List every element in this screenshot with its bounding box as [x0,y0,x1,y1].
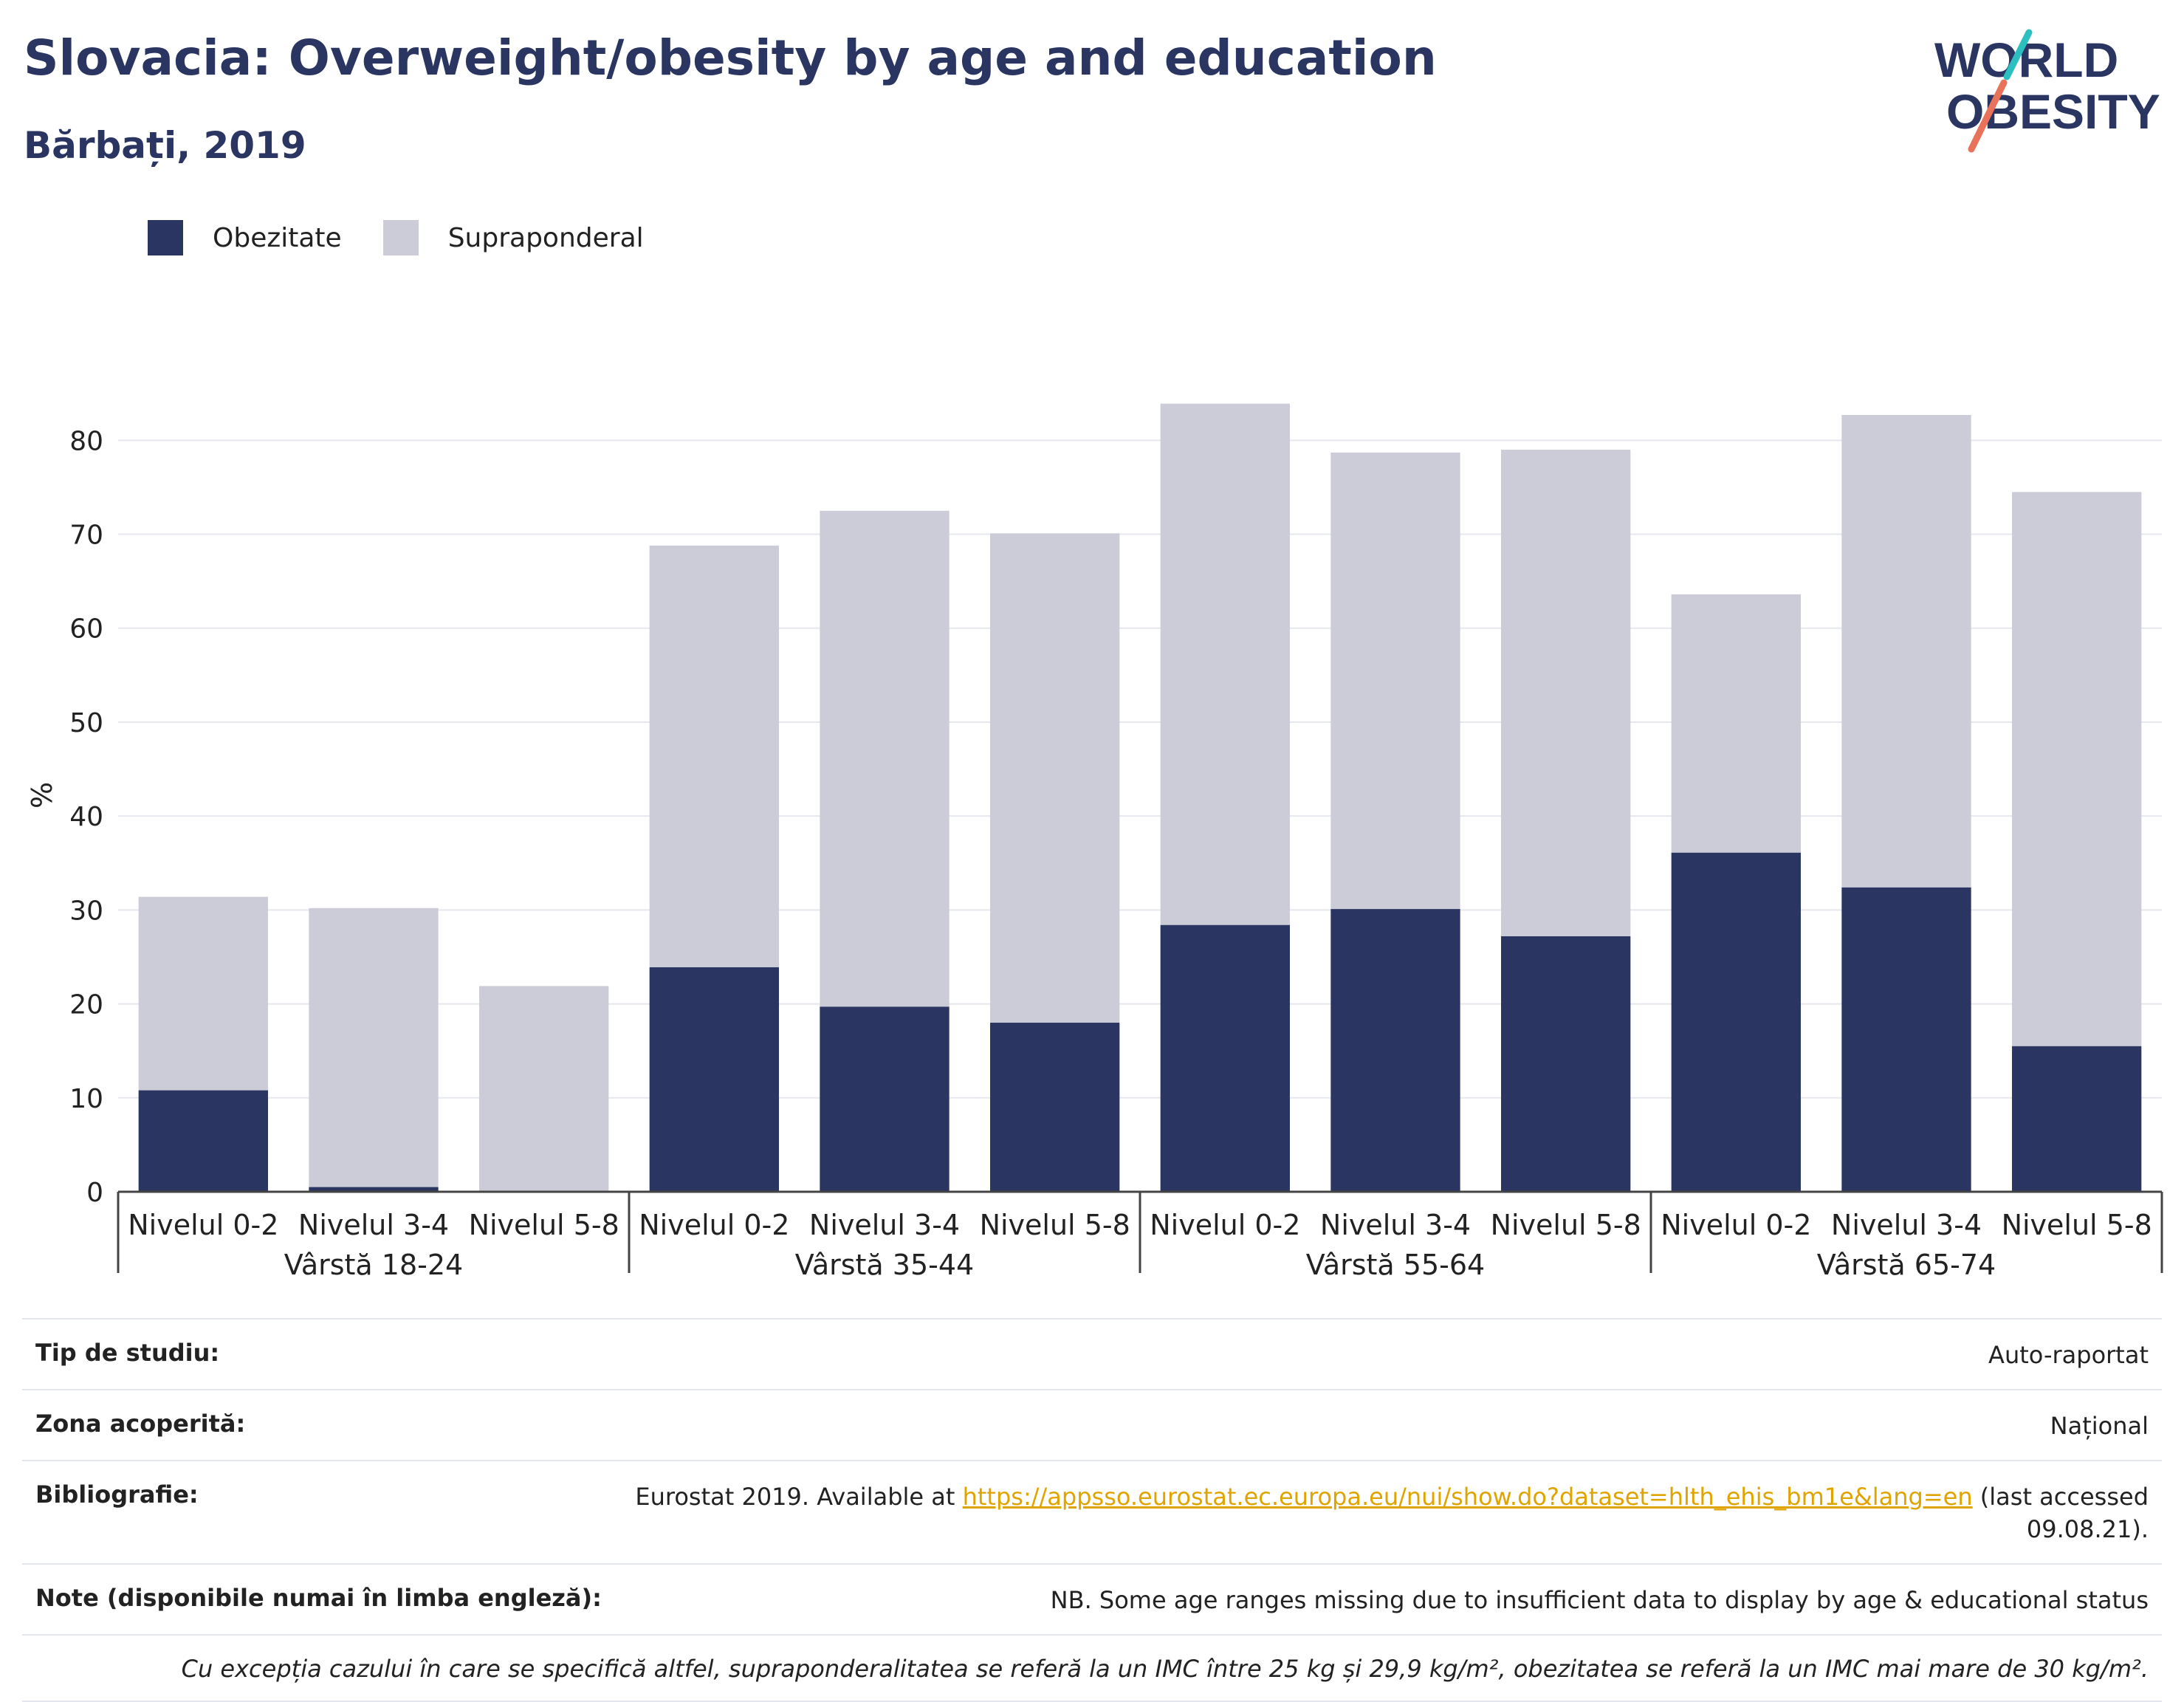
bar-obesity [2012,1046,2142,1192]
bar-obesity [1671,852,1801,1192]
info-row-study-type: Tip de studiu: Auto-raportat [22,1318,2162,1389]
group-label: Vârstă 55-64 [1306,1249,1485,1281]
y-tick-label: 30 [69,896,103,926]
bar-obesity [1841,887,1971,1192]
bar-overweight [1841,414,1971,888]
x-tick-label: Nivelul 5-8 [469,1209,619,1241]
info-table: Tip de studiu: Auto-raportat Zona acoper… [22,1318,2162,1702]
x-tick-label: Nivelul 5-8 [1491,1209,1641,1241]
coverage-label: Zona acoperită: [35,1410,246,1438]
group-label: Vârstă 18-24 [284,1249,463,1281]
logo-slash-coral [1968,79,2008,153]
bar-overweight [309,907,439,1187]
info-row-footnote: Cu excepția cazului în care se specifică… [22,1634,2162,1702]
legend-swatch-obesity [148,220,183,255]
bar-obesity [1501,936,1631,1192]
bar-obesity [1330,909,1460,1192]
footnote-text: Cu excepția cazului în care se specifică… [181,1655,2149,1683]
x-tick-label: Nivelul 0-2 [639,1209,789,1241]
bar-obesity [649,967,779,1192]
notes-label: Note (disponibile numai în limba engleză… [35,1584,602,1612]
x-tick-label: Nivelul 0-2 [1150,1209,1300,1241]
logo-slash-teal [2003,29,2033,80]
world-obesity-logo: WORLD OBESITY [1934,29,2160,153]
bibliography-suffix: (last accessed 09.08.21). [1972,1483,2149,1543]
y-tick-label: 60 [69,614,103,645]
legend-label-overweight: Supraponderal [447,222,644,253]
bar-overweight [479,986,609,1192]
x-tick-label: Nivelul 5-8 [2002,1209,2152,1241]
bar-obesity [138,1090,268,1192]
bar-overweight [138,896,268,1091]
x-tick-label: Nivelul 0-2 [128,1209,278,1241]
legend-label-obesity: Obezitate [213,222,342,253]
y-tick-label: 20 [69,990,103,1020]
y-tick-label: 50 [69,708,103,738]
y-tick-label: 70 [69,521,103,551]
bar-overweight [1160,403,1290,925]
page-subtitle: Bărbați, 2019 [24,124,306,167]
group-label: Vârstă 35-44 [795,1249,974,1281]
bar-overweight [1501,450,1631,936]
bibliography-label: Bibliografie: [35,1480,199,1509]
y-tick-label: 80 [69,426,103,456]
x-tick-label: Nivelul 3-4 [1831,1209,1982,1241]
bar-obesity [820,1006,950,1192]
y-tick-label: 10 [69,1084,103,1114]
study-type-value: Auto-raportat [1988,1341,2149,1369]
x-tick-label: Nivelul 3-4 [809,1209,960,1241]
bar-overweight [990,533,1120,1023]
bar-overweight [2012,492,2142,1046]
info-row-bibliography: Bibliografie: Eurostat 2019. Available a… [22,1460,2162,1563]
bar-obesity [309,1187,439,1192]
page-title: Slovacia: Overweight/obesity by age and … [24,30,1437,86]
chart-legend: Obezitate Supraponderal [148,220,685,255]
bar-chart: 0 10 20 30 40 50 60 70 80% Nivelul 0-2 Nivelul 3-4… [26,403,2163,1281]
bar-obesity [990,1023,1120,1192]
x-tick-label: Nivelul 3-4 [1320,1209,1471,1241]
bibliography-link[interactable]: https://appsso.eurostat.ec.europa.eu/nui… [962,1483,1973,1511]
bar-overweight [1671,594,1801,853]
x-tick-label: Nivelul 5-8 [980,1209,1130,1241]
coverage-value: Național [2050,1412,2149,1440]
y-axis-label: % [26,782,58,809]
bar-overweight [1330,452,1460,910]
group-label: Vârstă 65-74 [1817,1249,1996,1281]
legend-item-overweight[interactable]: Supraponderal [382,220,644,255]
bibliography-value: Eurostat 2019. Available at https://apps… [524,1480,2149,1545]
x-tick-label: Nivelul 3-4 [298,1209,449,1241]
bibliography-prefix: Eurostat 2019. Available at [635,1483,963,1511]
legend-swatch-overweight [382,220,419,255]
bar-overweight [820,510,950,1007]
y-tick-label: 0 [86,1178,103,1208]
bar-overweight [649,545,779,967]
y-tick-label: 40 [69,802,103,832]
study-type-label: Tip de studiu: [35,1339,220,1367]
info-row-coverage: Zona acoperită: Național [22,1389,2162,1460]
x-tick-label: Nivelul 0-2 [1661,1209,1811,1241]
legend-item-obesity[interactable]: Obezitate [148,220,342,255]
bar-obesity [1160,924,1290,1192]
notes-value: NB. Some age ranges missing due to insuf… [1050,1586,2149,1614]
info-row-notes: Note (disponibile numai în limba engleză… [22,1563,2162,1634]
